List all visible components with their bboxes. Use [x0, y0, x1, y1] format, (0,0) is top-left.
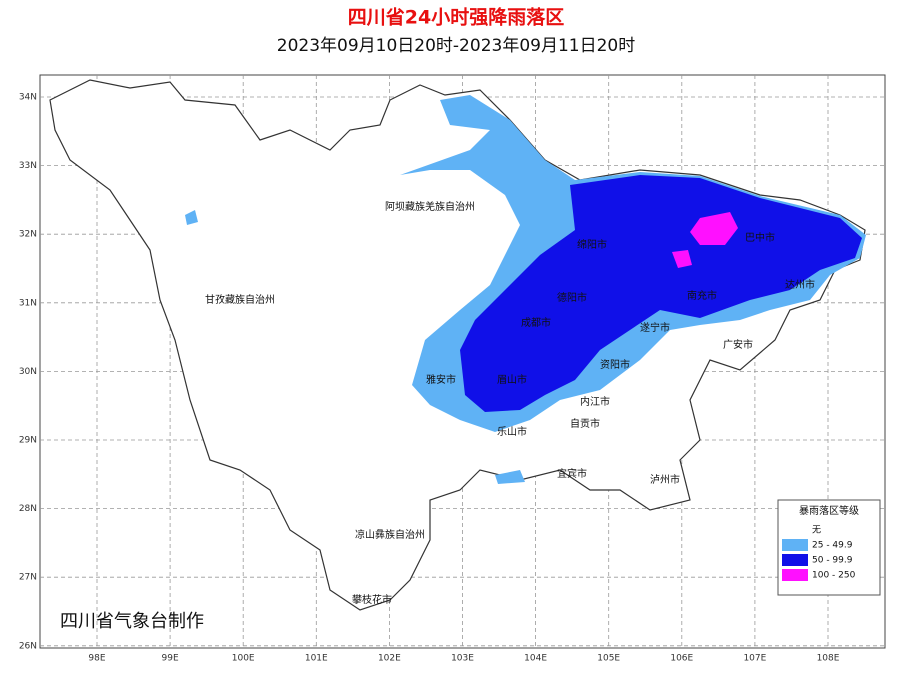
lat-tick-label: 30N	[19, 367, 37, 377]
rain-50	[460, 175, 862, 412]
lon-tick-label: 102E	[378, 654, 401, 664]
place-label: 达州市	[785, 278, 815, 291]
lat-tick-label: 32N	[19, 230, 37, 240]
lon-tick-label: 99E	[162, 654, 179, 664]
legend-title: 暴雨落区等级	[799, 504, 859, 517]
place-label: 泸州市	[650, 473, 680, 486]
lon-tick-label: 103E	[451, 654, 474, 664]
lon-tick-label: 108E	[817, 654, 840, 664]
place-label: 巴中市	[745, 231, 775, 244]
lat-tick-label: 26N	[19, 641, 37, 651]
legend-swatch	[782, 524, 808, 536]
place-label: 攀枝花市	[352, 593, 392, 606]
legend-label: 100 - 250	[812, 571, 856, 581]
lon-tick-label: 104E	[524, 654, 547, 664]
lon-tick-label: 106E	[670, 654, 693, 664]
credit: 四川省气象台制作	[60, 611, 204, 632]
place-label: 绵阳市	[577, 238, 607, 251]
lat-tick-label: 31N	[19, 298, 37, 308]
rain-25	[495, 470, 525, 484]
place-label: 内江市	[580, 395, 610, 408]
rain-100	[690, 212, 738, 245]
legend-swatch	[782, 569, 808, 581]
place-label: 成都市	[521, 316, 551, 329]
legend-label: 无	[812, 525, 821, 536]
legend-swatch	[782, 554, 808, 566]
lat-tick-label: 33N	[19, 161, 37, 171]
place-label: 凉山彝族自治州	[355, 528, 425, 541]
place-label: 资阳市	[600, 358, 630, 371]
place-label: 遂宁市	[640, 321, 670, 334]
rain-100	[672, 250, 692, 268]
legend-label: 25 - 49.9	[812, 541, 853, 551]
place-label: 雅安市	[426, 373, 456, 386]
lat-tick-label: 28N	[19, 504, 37, 514]
place-label: 德阳市	[557, 291, 587, 304]
place-label: 阿坝藏族羌族自治州	[385, 200, 475, 213]
legend-swatch	[782, 539, 808, 551]
rain-25	[185, 210, 198, 225]
lon-tick-label: 101E	[305, 654, 328, 664]
place-label: 南充市	[687, 289, 717, 302]
lon-tick-label: 100E	[232, 654, 255, 664]
place-label: 乐山市	[497, 425, 527, 438]
lon-tick-label: 107E	[743, 654, 766, 664]
lon-tick-label: 105E	[597, 654, 620, 664]
place-label: 甘孜藏族自治州	[205, 293, 275, 306]
place-label: 眉山市	[497, 373, 527, 386]
place-label: 广安市	[723, 338, 753, 351]
title: 四川省24小时强降雨落区	[348, 6, 564, 29]
place-label: 宜宾市	[557, 467, 587, 480]
place-label: 自贡市	[570, 417, 600, 430]
lon-tick-label: 98E	[88, 654, 105, 664]
subtitle: 2023年09月10日20时-2023年09月11日20时	[277, 36, 635, 56]
lat-tick-label: 34N	[19, 93, 37, 103]
lat-tick-label: 27N	[19, 573, 37, 583]
places: 阿坝藏族羌族自治州 甘孜藏族自治州 凉山彝族自治州 攀枝花市 绵阳市 德阳市 成…	[205, 200, 815, 606]
legend-label: 50 - 99.9	[812, 556, 853, 566]
lat-tick-label: 29N	[19, 436, 37, 446]
